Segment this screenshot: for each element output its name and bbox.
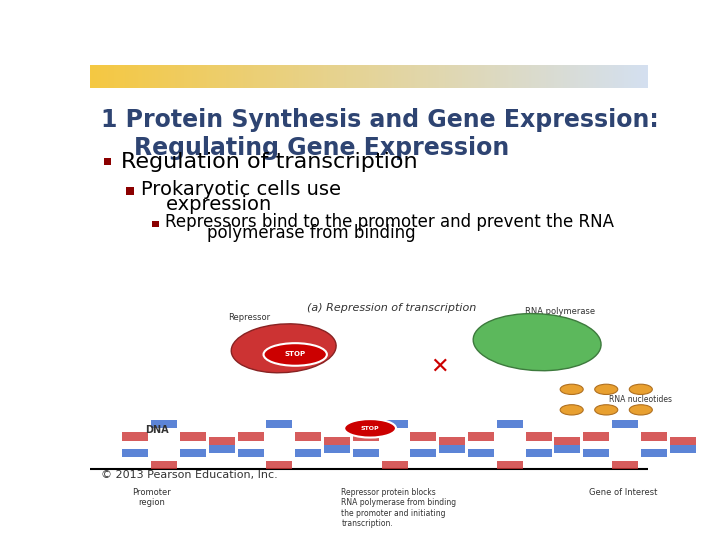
Ellipse shape xyxy=(560,384,583,394)
Bar xyxy=(353,433,379,441)
Bar xyxy=(153,221,158,227)
Bar xyxy=(468,449,494,457)
Text: Gene of Interest: Gene of Interest xyxy=(590,488,657,497)
Bar xyxy=(266,461,292,469)
Bar xyxy=(126,187,133,194)
Bar xyxy=(382,461,408,469)
Bar xyxy=(410,433,436,441)
Ellipse shape xyxy=(595,405,618,415)
Bar xyxy=(104,158,111,165)
Ellipse shape xyxy=(595,384,618,394)
Text: Regulation of transcription: Regulation of transcription xyxy=(121,152,418,172)
Bar xyxy=(410,449,436,457)
Bar xyxy=(151,420,177,428)
Bar xyxy=(641,433,667,441)
Text: polymerase from binding: polymerase from binding xyxy=(166,224,416,242)
Bar xyxy=(670,436,696,445)
Text: STOP: STOP xyxy=(361,426,379,431)
Circle shape xyxy=(344,419,396,437)
Ellipse shape xyxy=(629,405,652,415)
Bar xyxy=(295,449,321,457)
Bar xyxy=(382,420,408,428)
Circle shape xyxy=(264,343,327,366)
Bar xyxy=(641,449,667,457)
Bar xyxy=(670,445,696,453)
Bar xyxy=(583,433,609,441)
Bar xyxy=(554,445,580,453)
Text: Promoter
region: Promoter region xyxy=(132,488,171,507)
Text: Repressor: Repressor xyxy=(228,313,270,322)
Bar xyxy=(439,445,465,453)
Text: Prokaryotic cells use: Prokaryotic cells use xyxy=(141,180,348,199)
Ellipse shape xyxy=(629,384,652,394)
Bar xyxy=(209,445,235,453)
Text: STOP: STOP xyxy=(284,352,306,357)
Text: 1 Protein Synthesis and Gene Expression:
    Regulating Gene Expression: 1 Protein Synthesis and Gene Expression:… xyxy=(101,109,659,160)
Text: expression: expression xyxy=(141,194,271,214)
Text: © 2013 Pearson Education, Inc.: © 2013 Pearson Education, Inc. xyxy=(101,470,278,480)
Bar xyxy=(612,461,638,469)
Bar xyxy=(468,433,494,441)
Bar xyxy=(209,436,235,445)
Text: (a) Repression of transcription: (a) Repression of transcription xyxy=(307,303,476,313)
Bar xyxy=(180,449,206,457)
Bar xyxy=(439,436,465,445)
Bar xyxy=(353,449,379,457)
Bar xyxy=(497,420,523,428)
Bar xyxy=(324,445,350,453)
Bar xyxy=(238,433,264,441)
Bar xyxy=(497,461,523,469)
Bar xyxy=(583,449,609,457)
Text: RNA polymerase: RNA polymerase xyxy=(525,307,595,316)
Bar xyxy=(526,433,552,441)
Bar xyxy=(122,449,148,457)
Bar xyxy=(295,433,321,441)
Text: DNA: DNA xyxy=(145,426,169,435)
Bar xyxy=(238,449,264,457)
Ellipse shape xyxy=(473,314,601,370)
Ellipse shape xyxy=(560,405,583,415)
Bar xyxy=(266,420,292,428)
Bar xyxy=(554,436,580,445)
Bar xyxy=(122,433,148,441)
Ellipse shape xyxy=(231,324,336,373)
Bar xyxy=(324,436,350,445)
Bar xyxy=(526,449,552,457)
Bar xyxy=(151,461,177,469)
Text: Repressors bind to the promoter and prevent the RNA: Repressors bind to the promoter and prev… xyxy=(166,213,614,231)
Text: RNA nucleotides: RNA nucleotides xyxy=(609,395,672,404)
Text: ✕: ✕ xyxy=(430,357,449,377)
Bar xyxy=(612,420,638,428)
Text: Repressor protein blocks
RNA polymerase from binding
the promoter and initiating: Repressor protein blocks RNA polymerase … xyxy=(341,488,456,528)
Bar xyxy=(180,433,206,441)
